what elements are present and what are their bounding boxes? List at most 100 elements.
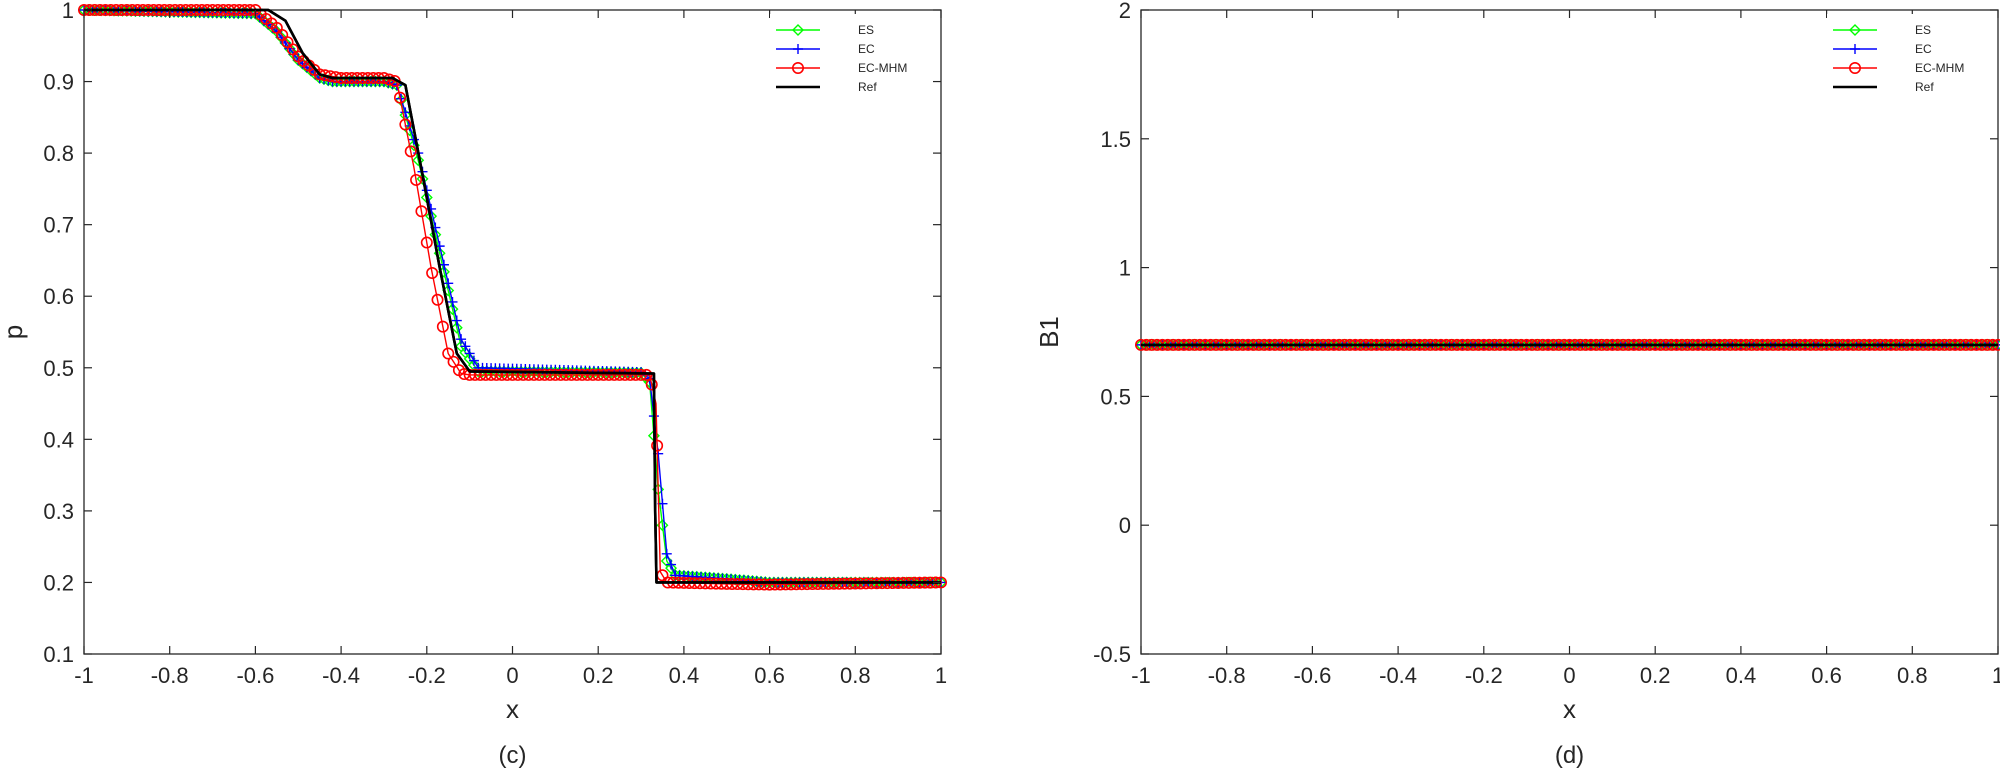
y-tick-label: 0.5 (43, 356, 74, 381)
x-tick-label: 1 (1992, 663, 2000, 688)
x-axis-label: x (1563, 694, 1576, 724)
x-tick-label: 0.4 (1726, 663, 1757, 688)
y-tick-label: 1 (1119, 256, 1131, 281)
legend-marker-ec (793, 44, 803, 54)
x-axis-label: x (506, 694, 519, 724)
marker-ec-mhm (635, 368, 648, 381)
x-tick-label: -0.8 (151, 663, 189, 688)
marker-ec-mhm (645, 378, 658, 391)
x-tick-label: 1 (935, 663, 947, 688)
x-tick-label: 0.4 (669, 663, 700, 688)
marker-ec-mhm (394, 91, 407, 104)
marker-ec (464, 348, 475, 359)
marker-ec (438, 259, 449, 270)
y-tick-label: 1 (62, 0, 74, 23)
legend-marker-es (1849, 24, 1861, 36)
b1-chart: -1 -0.8 -0.6 -0.4 -0.2 0 0.2 0.4 0.6 0.8 1 -0.5 0 0.5… (1034, 0, 2000, 769)
y-tick-label: -0.5 (1093, 642, 1131, 667)
legend-marker-ec-mhm (791, 61, 804, 74)
legend-label-ec-mhm: EC-MHM (858, 61, 907, 75)
marker-ec (460, 341, 471, 352)
marker-ec-mhm (431, 293, 444, 306)
marker-es (377, 75, 390, 88)
marker-es (446, 303, 459, 316)
x-tick-label: 0.6 (1811, 663, 1842, 688)
y-tick-label: 0.1 (43, 642, 74, 667)
legend-marker-ec (1850, 44, 1860, 54)
x-tick-label: 0.6 (754, 663, 785, 688)
y-tick-label: 0.9 (43, 70, 74, 95)
panel-caption: (c) (499, 742, 527, 769)
legend-label-es: ES (858, 23, 874, 37)
marker-ec-mhm (420, 236, 433, 249)
x-tick-label: -0.4 (322, 663, 360, 688)
legend-box (1827, 14, 1945, 104)
marker-ec-mhm (426, 266, 439, 279)
marker-ec (451, 315, 462, 326)
legend-label-ec-mhm: EC-MHM (1915, 61, 1964, 75)
y-axis-label: p (0, 325, 28, 339)
x-tick-label: -0.6 (236, 663, 274, 688)
x-tick-label: -0.2 (408, 663, 446, 688)
marker-ec-mhm (410, 173, 423, 186)
marker-es (416, 172, 429, 185)
legend-marker-es (792, 24, 804, 36)
plot-area (83, 9, 942, 655)
legend: ES EC EC-MHM Ref (1827, 14, 1964, 104)
y-tick-label: 0.2 (43, 570, 74, 595)
legend-marker-ec-mhm (1849, 61, 1862, 74)
marker-es (665, 562, 678, 575)
marker-ec (468, 355, 479, 366)
marker-ec-mhm (640, 368, 653, 381)
marker-ec-mhm (436, 320, 449, 333)
marker-es (335, 75, 348, 88)
marker-ec-mhm (415, 205, 428, 218)
series-layer (78, 4, 947, 591)
marker-ec (661, 548, 672, 559)
x-tick-label: -0.8 (1208, 663, 1246, 688)
legend-label-ec: EC (1915, 42, 1932, 56)
x-tick-label: -0.6 (1293, 663, 1331, 688)
y-tick-label: 0.7 (43, 213, 74, 238)
y-tick-label: 1.5 (1100, 127, 1131, 152)
panel-caption: (d) (1555, 742, 1584, 769)
marker-ec-mhm (399, 118, 412, 131)
legend: ES EC EC-MHM Ref (770, 14, 907, 104)
x-tick-label: 0.2 (1640, 663, 1671, 688)
x-tick-label: -1 (1131, 663, 1151, 688)
y-tick-label: 0.8 (43, 141, 74, 166)
legend-box (770, 14, 888, 104)
y-tick-label: 2 (1119, 0, 1131, 23)
x-tick-label: 0.2 (583, 663, 614, 688)
marker-ec-mhm (442, 347, 455, 360)
legend-label-ref: Ref (1915, 80, 1934, 94)
x-tick-label: 0.8 (840, 663, 871, 688)
marker-es (669, 569, 682, 582)
marker-es (450, 321, 463, 334)
x-tick-label: -1 (74, 663, 94, 688)
marker-es (227, 7, 240, 20)
marker-ec (400, 107, 411, 118)
y-tick-label: 0.3 (43, 499, 74, 524)
plot-area (1140, 9, 1999, 655)
marker-es (399, 109, 412, 122)
pressure-chart: -1 -0.8 -0.6 -0.4 -0.2 0 0.2 0.4 0.6 0.8 1 0.1 0.2 0.… (0, 0, 947, 769)
series-line-ref-top (84, 8, 941, 584)
x-tick-label: -0.2 (1465, 663, 1503, 688)
marker-ec-mhm (651, 439, 664, 452)
y-tick-label: 0.4 (43, 427, 74, 452)
y-tick-label: 0.6 (43, 284, 74, 309)
marker-es (412, 154, 425, 167)
marker-ec-mhm (447, 355, 460, 368)
legend-label-es: ES (1915, 23, 1931, 37)
y-tick-label: 0.5 (1100, 384, 1131, 409)
x-tick-label: -0.4 (1379, 663, 1417, 688)
marker-es (660, 554, 673, 567)
marker-ec-mhm (404, 145, 417, 158)
marker-es (356, 75, 369, 88)
x-tick-label: 0 (506, 663, 518, 688)
marker-ec (456, 334, 467, 345)
y-tick-label: 0 (1119, 513, 1131, 538)
x-tick-label: 0.8 (1897, 663, 1928, 688)
